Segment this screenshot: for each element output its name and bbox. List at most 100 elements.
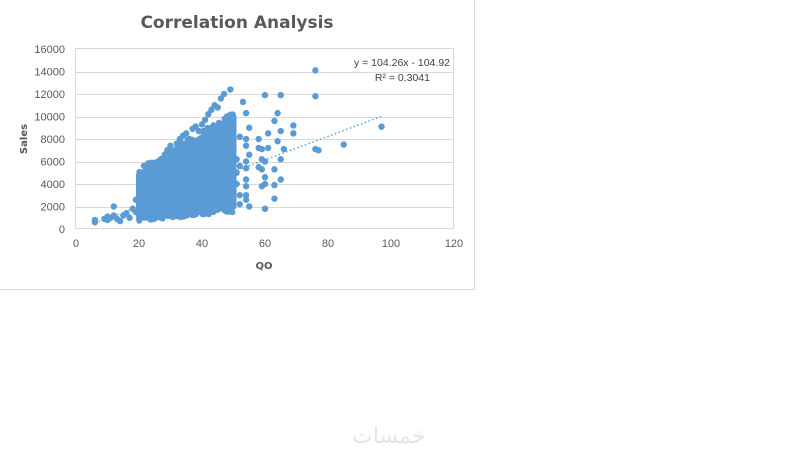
data-point [315, 147, 322, 154]
data-point [199, 211, 206, 218]
data-point [194, 209, 201, 216]
y-tick-label: 2000 [41, 202, 65, 214]
data-point [192, 123, 199, 130]
data-point [135, 183, 143, 190]
data-point [164, 147, 171, 154]
x-tick-label: 60 [259, 238, 271, 250]
trendline-group [94, 115, 382, 224]
data-point [242, 158, 250, 165]
data-point [261, 158, 269, 165]
data-point [271, 117, 278, 125]
data-point [214, 104, 221, 111]
data-point [233, 156, 240, 163]
data-point [189, 212, 196, 219]
x-tick-label: 80 [322, 238, 334, 250]
data-point [229, 209, 236, 216]
data-point [230, 194, 237, 201]
data-point [198, 136, 205, 143]
data-point [290, 122, 297, 129]
r-squared-label: R² = 0.3041 [375, 72, 430, 84]
data-point [161, 154, 168, 162]
data-point [208, 106, 215, 113]
data-point [246, 203, 253, 210]
data-point [277, 156, 284, 163]
data-point [198, 121, 206, 128]
data-point [170, 149, 177, 156]
data-point [233, 180, 240, 188]
data-point [145, 160, 152, 167]
plot-area-border [75, 48, 454, 229]
data-point [242, 196, 250, 203]
data-point [242, 192, 250, 199]
x-tick-label: 120 [445, 238, 463, 250]
data-point [91, 216, 99, 224]
data-point [230, 186, 237, 193]
data-point [126, 214, 133, 221]
data-point [173, 140, 180, 147]
data-point [136, 215, 143, 222]
data-point [236, 133, 243, 140]
data-point [205, 111, 212, 118]
data-points [91, 67, 385, 226]
data-point [277, 176, 284, 183]
data-point [242, 165, 250, 172]
data-point [255, 135, 262, 143]
x-tick-label: 100 [382, 238, 400, 250]
x-axis-ticks: 0 20 40 60 80 100 120 [73, 238, 463, 250]
data-point [378, 123, 385, 130]
chart-title: Correlation Analysis [140, 13, 333, 33]
data-point [182, 208, 189, 215]
chart-area [0, 0, 476, 290]
data-point [290, 130, 297, 137]
data-point [261, 174, 269, 181]
data-point [201, 116, 209, 124]
data-point [169, 211, 176, 218]
y-tick-label: 10000 [34, 112, 65, 124]
data-point [246, 151, 253, 158]
data-point [230, 135, 237, 143]
data-point [230, 114, 237, 121]
y-tick-label: 8000 [41, 134, 65, 146]
data-point [242, 135, 250, 143]
data-point [236, 201, 243, 208]
data-point [183, 130, 190, 137]
y-tick-label: 12000 [34, 89, 65, 101]
data-point [261, 91, 269, 99]
y-tick-label: 0 [59, 224, 65, 236]
data-point [208, 125, 215, 132]
y-tick-label: 16000 [34, 44, 65, 56]
trendline [94, 115, 382, 224]
data-point [167, 142, 174, 149]
data-point [264, 144, 272, 152]
data-point [246, 124, 253, 131]
data-point [242, 176, 250, 183]
data-point [274, 109, 281, 117]
data-point [239, 98, 247, 106]
data-point [312, 93, 319, 100]
data-point [280, 145, 288, 153]
data-point [312, 67, 319, 74]
data-point [271, 166, 278, 173]
trendline-equation: y = 104.26x - 104.92 [354, 57, 450, 69]
data-point [186, 135, 193, 143]
data-point [242, 183, 250, 190]
y-tick-label: 14000 [34, 67, 65, 79]
data-point [227, 86, 234, 93]
data-point [180, 213, 187, 220]
data-point [236, 192, 243, 199]
data-point [230, 147, 237, 154]
data-point [274, 138, 281, 145]
data-point [215, 119, 222, 126]
x-axis-title: QO [255, 261, 272, 272]
y-tick-label: 6000 [41, 157, 65, 169]
data-point [220, 90, 228, 98]
data-point [180, 145, 187, 152]
data-point [277, 127, 284, 135]
y-axis-title: Sales [19, 124, 30, 154]
data-point [236, 162, 243, 170]
x-tick-label: 20 [133, 238, 145, 250]
x-tick-label: 0 [73, 238, 79, 250]
data-point [132, 196, 140, 203]
data-point [261, 180, 269, 188]
